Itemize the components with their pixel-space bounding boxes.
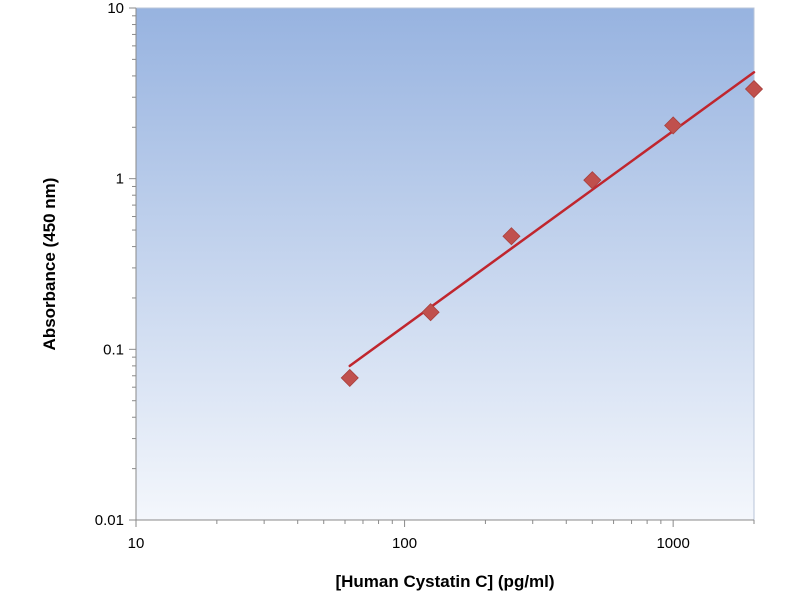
data-point [664, 116, 683, 135]
x-tick-label: 1000 [656, 535, 689, 552]
fit-line-group [348, 71, 756, 368]
y-tick-label: 10 [107, 0, 124, 17]
data-point [421, 303, 440, 322]
y-axis: 0.01 0.1 1 10 [95, 0, 137, 529]
y-axis-title: Absorbance (450 nm) [40, 178, 59, 351]
data-point [583, 171, 602, 190]
data-point [340, 368, 359, 387]
fit-line [348, 71, 756, 368]
x-axis-title: [Human Cystatin C] (pg/ml) [335, 572, 554, 591]
data-point [744, 79, 764, 99]
data-points [340, 79, 764, 387]
x-axis: 10 100 1000 [128, 519, 755, 552]
plot-area [135, 7, 755, 521]
data-point [502, 227, 521, 246]
x-tick-label: 10 [128, 535, 145, 552]
x-tick-label: 100 [392, 535, 417, 552]
y-tick-label: 0.01 [95, 512, 124, 529]
y-tick-label: 0.1 [103, 341, 124, 358]
y-tick-label: 1 [116, 171, 124, 188]
